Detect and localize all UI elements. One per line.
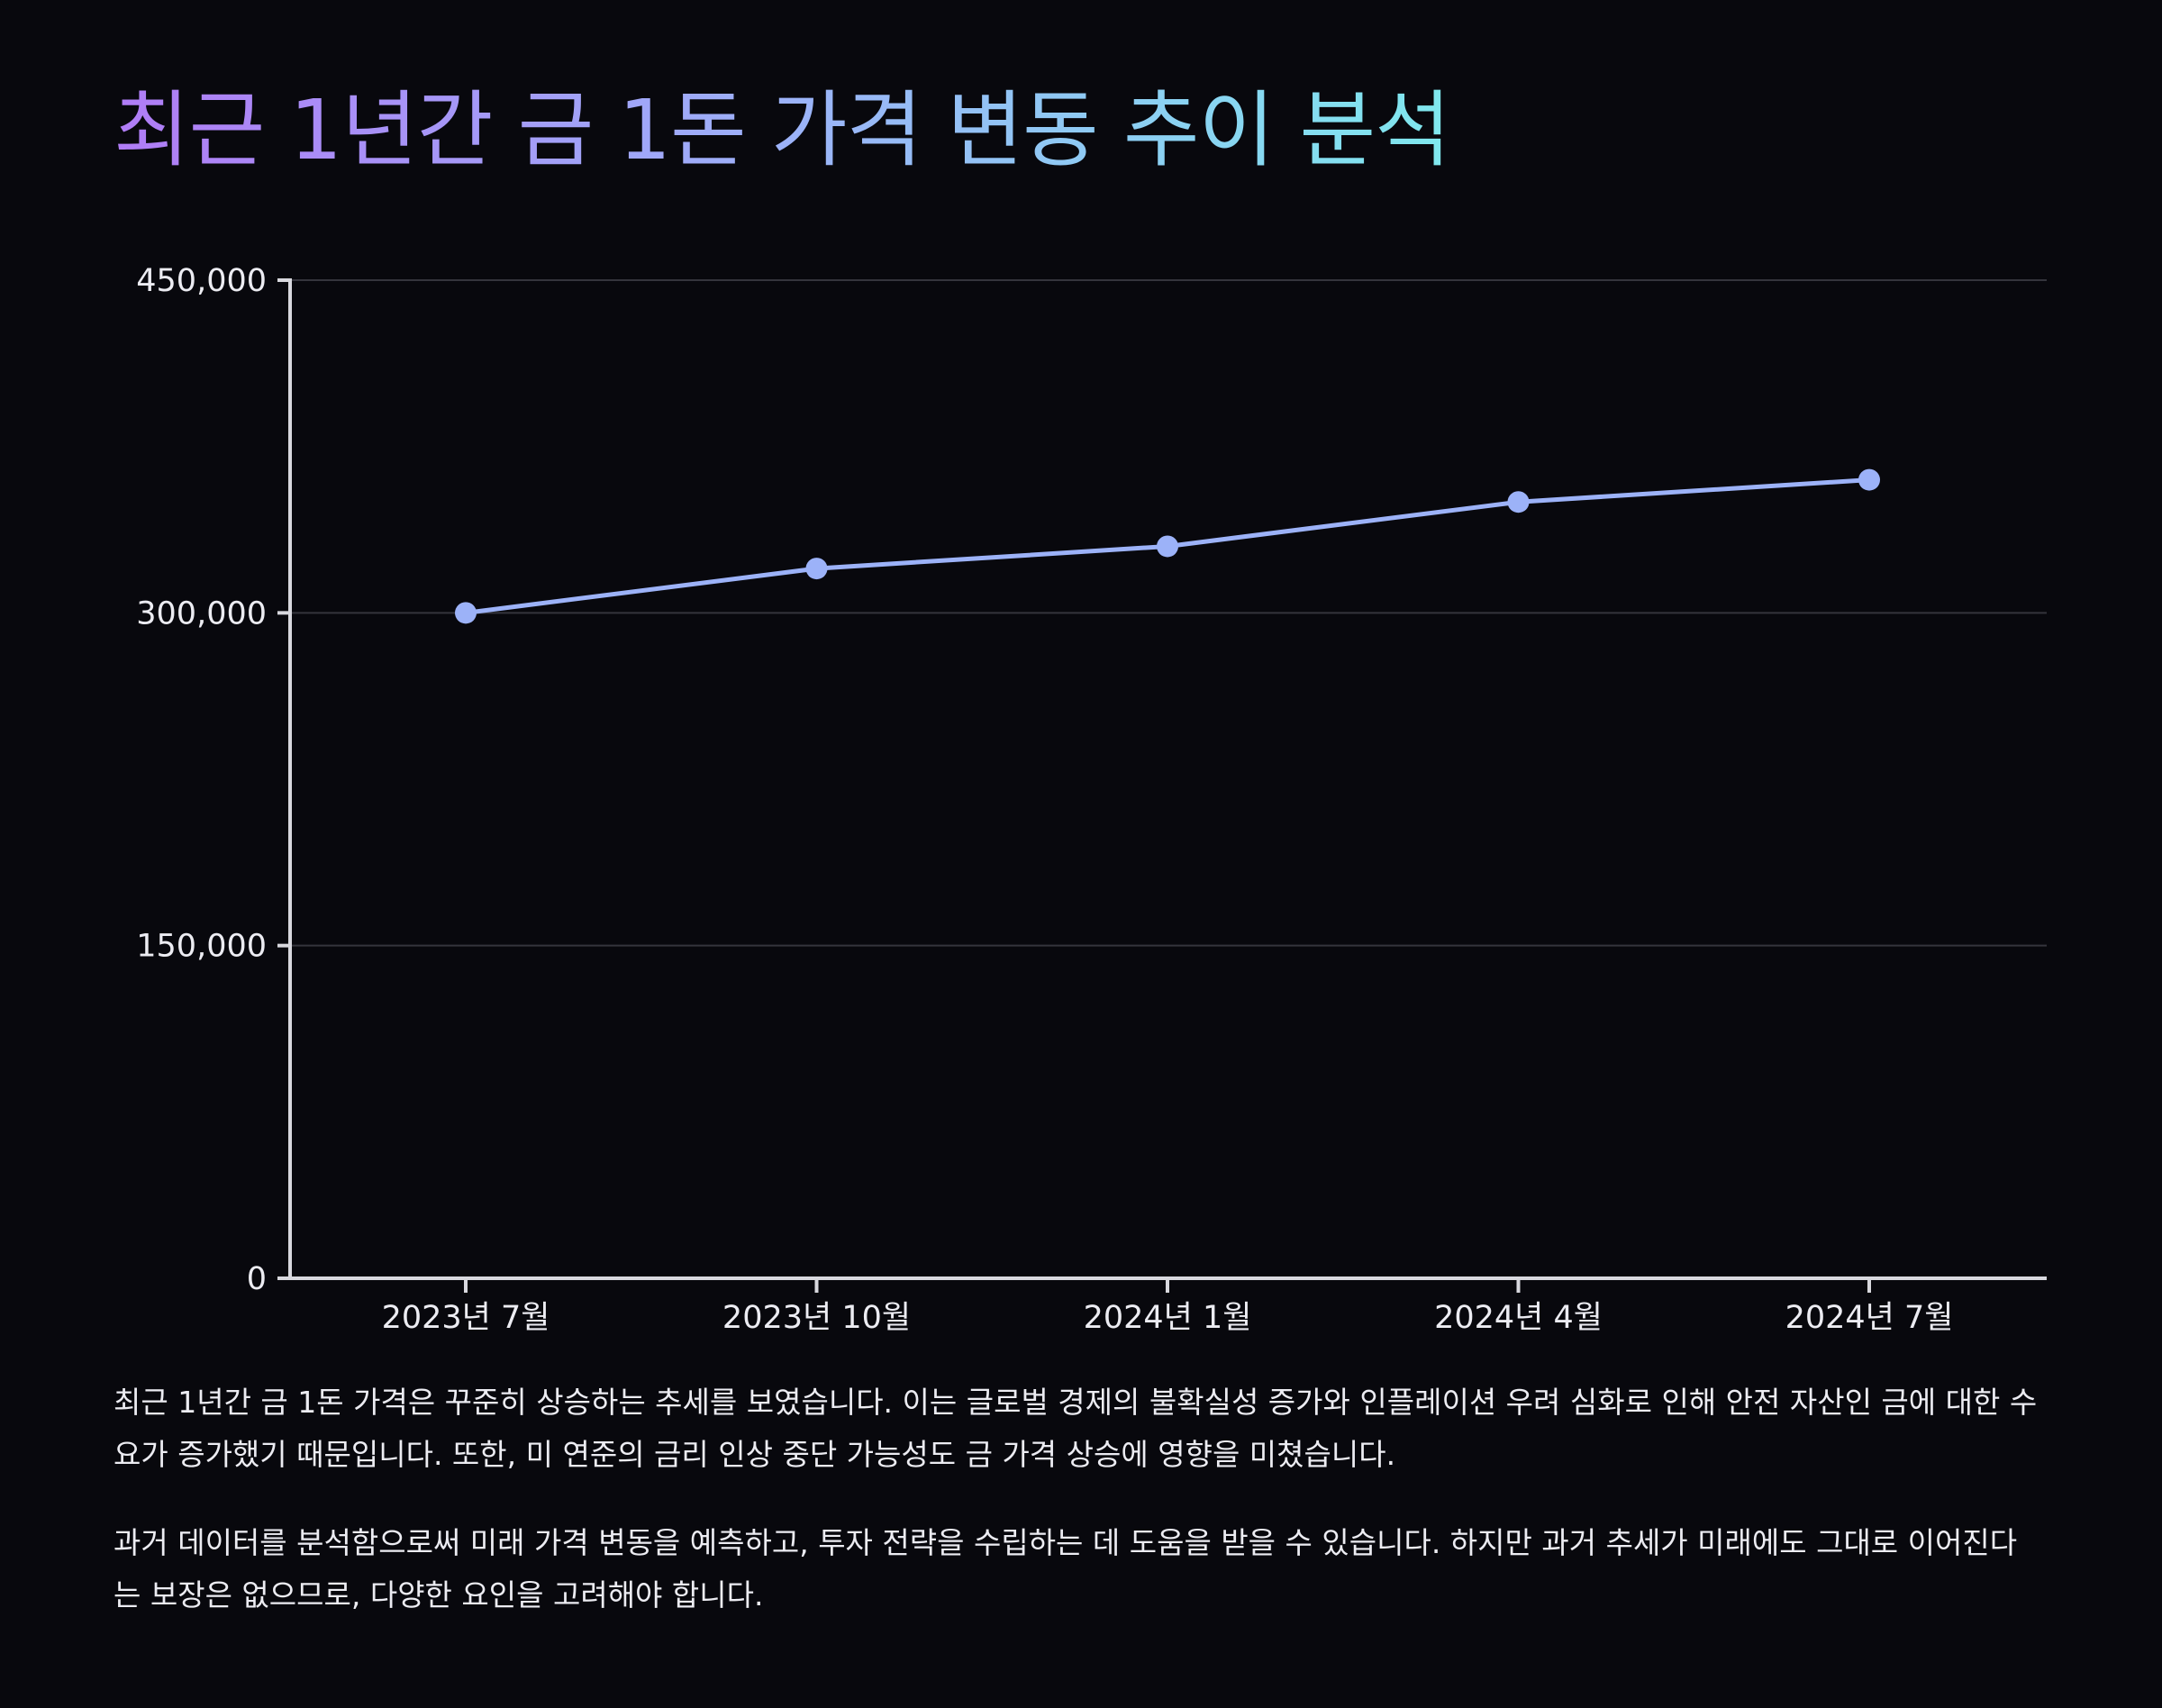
- gridlines: [290, 279, 2047, 947]
- axes: [288, 278, 2047, 1280]
- description-paragraph-2: 과거 데이터를 분석함으로써 미래 가격 변동을 예측하고, 투자 전략을 수립…: [114, 1525, 2018, 1613]
- data-point: [805, 558, 828, 580]
- series: [455, 468, 1880, 624]
- description-paragraph-1: 최근 1년간 금 1돈 가격은 꾸준히 상승하는 추세를 보였습니다. 이는 글…: [114, 1385, 2038, 1472]
- x-tick-label: 2024년 7월: [1785, 1300, 1954, 1336]
- data-point: [1858, 468, 1880, 491]
- y-tick-label: 150,000: [136, 929, 267, 965]
- chart-title: 최근 1년간 금 1돈 가격 변동 추이 분석: [114, 82, 1451, 178]
- x-tick-label: 2023년 10월: [722, 1300, 911, 1336]
- x-tick-label: 2024년 1월: [1084, 1300, 1252, 1336]
- y-tick-label: 300,000: [136, 595, 267, 631]
- data-point: [455, 602, 477, 624]
- x-axis-ticks: 2023년 7월 2023년 10월 2024년 1월 2024년 4월 2024년 7…: [382, 1278, 1954, 1336]
- y-tick-label: 450,000: [136, 263, 267, 299]
- y-axis-ticks: 0 150,000 300,000 450,000: [136, 263, 290, 1297]
- line-chart: 0 150,000 300,000 450,000 2023년 7월 2023년 10월…: [136, 263, 2047, 1336]
- data-point: [1157, 535, 1178, 558]
- x-tick-label: 2024년 4월: [1434, 1300, 1603, 1336]
- x-tick-label: 2023년 7월: [382, 1300, 550, 1336]
- y-tick-label: 0: [247, 1261, 267, 1297]
- data-point: [1507, 491, 1530, 513]
